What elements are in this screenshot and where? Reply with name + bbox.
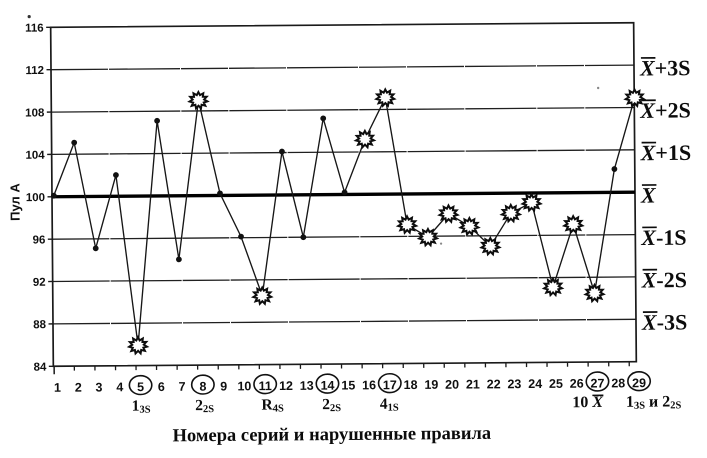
svg-text:X+2S: X+2S (639, 97, 691, 122)
svg-text:X-2S: X-2S (641, 267, 687, 292)
svg-text:3: 3 (95, 380, 102, 394)
svg-text:112: 112 (25, 65, 44, 77)
svg-text:88: 88 (33, 319, 46, 331)
svg-text:108: 108 (25, 107, 45, 119)
svg-text:10: 10 (237, 379, 251, 393)
svg-text:2: 2 (75, 381, 82, 395)
svg-text:7: 7 (179, 380, 186, 394)
svg-text:24: 24 (528, 377, 542, 391)
svg-text:12: 12 (279, 379, 293, 393)
svg-text:28: 28 (611, 376, 625, 390)
svg-text:15: 15 (341, 378, 355, 392)
svg-text:25: 25 (549, 377, 563, 391)
svg-text:X-3S: X-3S (641, 309, 687, 334)
svg-text:23: 23 (507, 377, 521, 391)
svg-text:29: 29 (632, 376, 646, 390)
svg-text:100: 100 (26, 192, 45, 204)
svg-text:16: 16 (362, 378, 376, 392)
svg-text:84: 84 (33, 362, 46, 374)
svg-text:13: 13 (300, 379, 314, 393)
svg-text:21: 21 (466, 377, 480, 391)
svg-text:17: 17 (383, 378, 397, 392)
svg-text:26: 26 (570, 377, 584, 391)
svg-text:Номера серий и нарушенные прав: Номера серий и нарушенные правила (173, 424, 492, 447)
svg-text:96: 96 (32, 234, 45, 246)
svg-text:27: 27 (590, 376, 604, 390)
svg-text:X+3S: X+3S (639, 55, 691, 80)
svg-text:X: X (640, 183, 657, 208)
svg-text:6: 6 (158, 380, 165, 394)
svg-text:Пул А: Пул А (7, 183, 22, 221)
svg-text:14: 14 (320, 379, 334, 393)
svg-text:X-1S: X-1S (640, 225, 686, 250)
svg-text:X+1S: X+1S (640, 140, 692, 165)
svg-text:4: 4 (116, 380, 123, 394)
svg-text:116: 116 (25, 23, 44, 35)
svg-text:5: 5 (137, 380, 144, 394)
svg-text:104: 104 (25, 150, 45, 162)
svg-text:9: 9 (220, 379, 227, 393)
svg-text:19: 19 (424, 378, 438, 392)
svg-text:22: 22 (487, 377, 501, 391)
svg-text:11: 11 (259, 379, 272, 393)
svg-text:20: 20 (445, 378, 459, 392)
svg-text:10 X: 10 X (572, 394, 603, 411)
svg-text:8: 8 (199, 380, 206, 394)
svg-text:18: 18 (404, 378, 418, 392)
svg-text:1: 1 (54, 381, 61, 395)
svg-text:92: 92 (33, 277, 46, 289)
